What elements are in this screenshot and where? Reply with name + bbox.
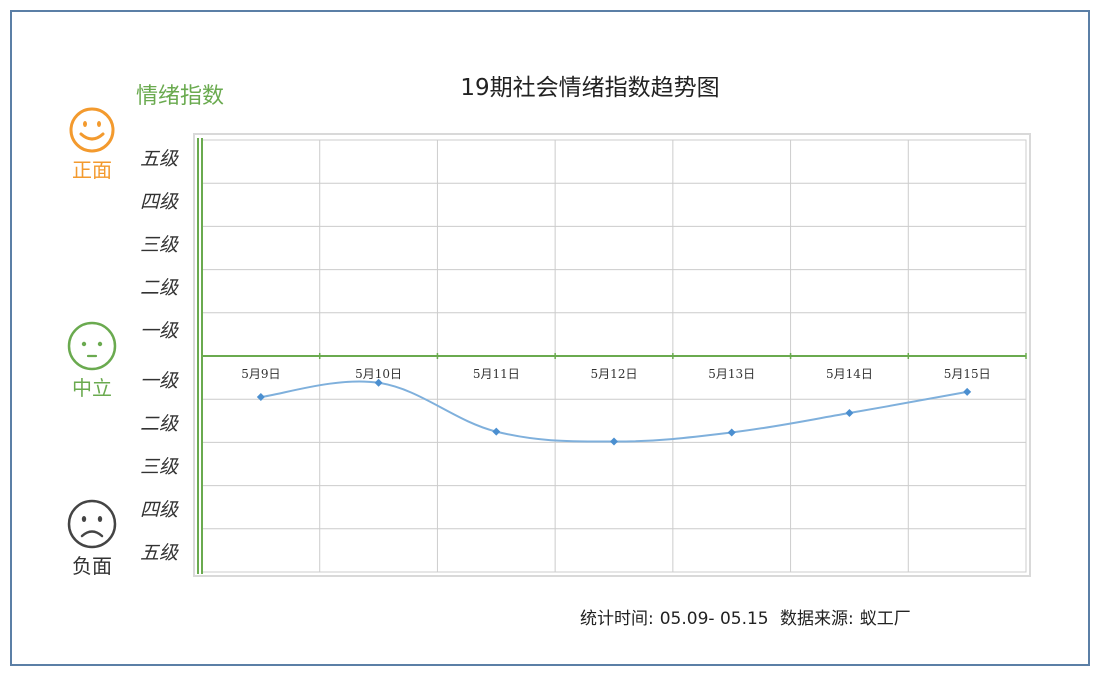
data-point xyxy=(492,427,501,436)
data-point xyxy=(963,387,972,396)
neutral-indicator: 中立 xyxy=(66,320,118,401)
level-positive-5: 五级 xyxy=(140,148,179,170)
smiley-face-icon xyxy=(69,107,115,153)
data-point xyxy=(256,393,265,402)
positive-label: 正面 xyxy=(72,158,112,182)
x-tick-label: 5月14日 xyxy=(826,367,873,381)
data-point xyxy=(610,437,618,446)
neutral-label: 中立 xyxy=(72,376,112,400)
x-tick-label: 5月12日 xyxy=(591,367,638,381)
neutral-face-icon xyxy=(67,321,117,371)
level-negative-5: 五级 xyxy=(140,542,179,564)
level-negative-2: 二级 xyxy=(140,413,179,435)
plot-border xyxy=(193,133,1031,577)
x-tick-label: 5月15日 xyxy=(944,367,991,381)
chart-title: 19期社会情绪指数趋势图 xyxy=(460,75,720,101)
data-point xyxy=(374,378,383,387)
x-tick-label: 5月11日 xyxy=(473,367,520,381)
x-tick-label: 5月13日 xyxy=(708,367,755,381)
level-negative-3: 三级 xyxy=(140,456,179,478)
time-range: 05.09- 05.15 xyxy=(659,609,769,629)
data-point xyxy=(727,428,736,437)
source-name: 蚁工厂 xyxy=(859,609,911,629)
negative-indicator: 负面 xyxy=(66,498,118,579)
chart-frame xyxy=(10,10,1090,666)
x-tick-label: 5月10日 xyxy=(355,367,402,381)
footer-note: 统计时间: 05.09- 05.15 数据来源: 蚁工厂 xyxy=(580,604,917,629)
data-point xyxy=(845,409,854,418)
level-negative-1: 一级 xyxy=(140,370,179,392)
x-tick-label: 5月9日 xyxy=(241,367,280,381)
level-positive-2: 二级 xyxy=(140,277,179,299)
level-positive-1: 一级 xyxy=(140,320,179,342)
level-positive-4: 四级 xyxy=(140,191,179,213)
time-label: 统计时间: xyxy=(580,609,654,629)
source-label: 数据来源: xyxy=(780,609,854,629)
level-negative-4: 四级 xyxy=(140,499,179,521)
positive-indicator: 正面 xyxy=(66,106,118,183)
negative-label: 负面 xyxy=(72,554,112,578)
sad-face-icon xyxy=(67,499,117,549)
level-positive-3: 三级 xyxy=(140,234,179,256)
y-axis-title: 情绪指数 xyxy=(136,84,225,109)
